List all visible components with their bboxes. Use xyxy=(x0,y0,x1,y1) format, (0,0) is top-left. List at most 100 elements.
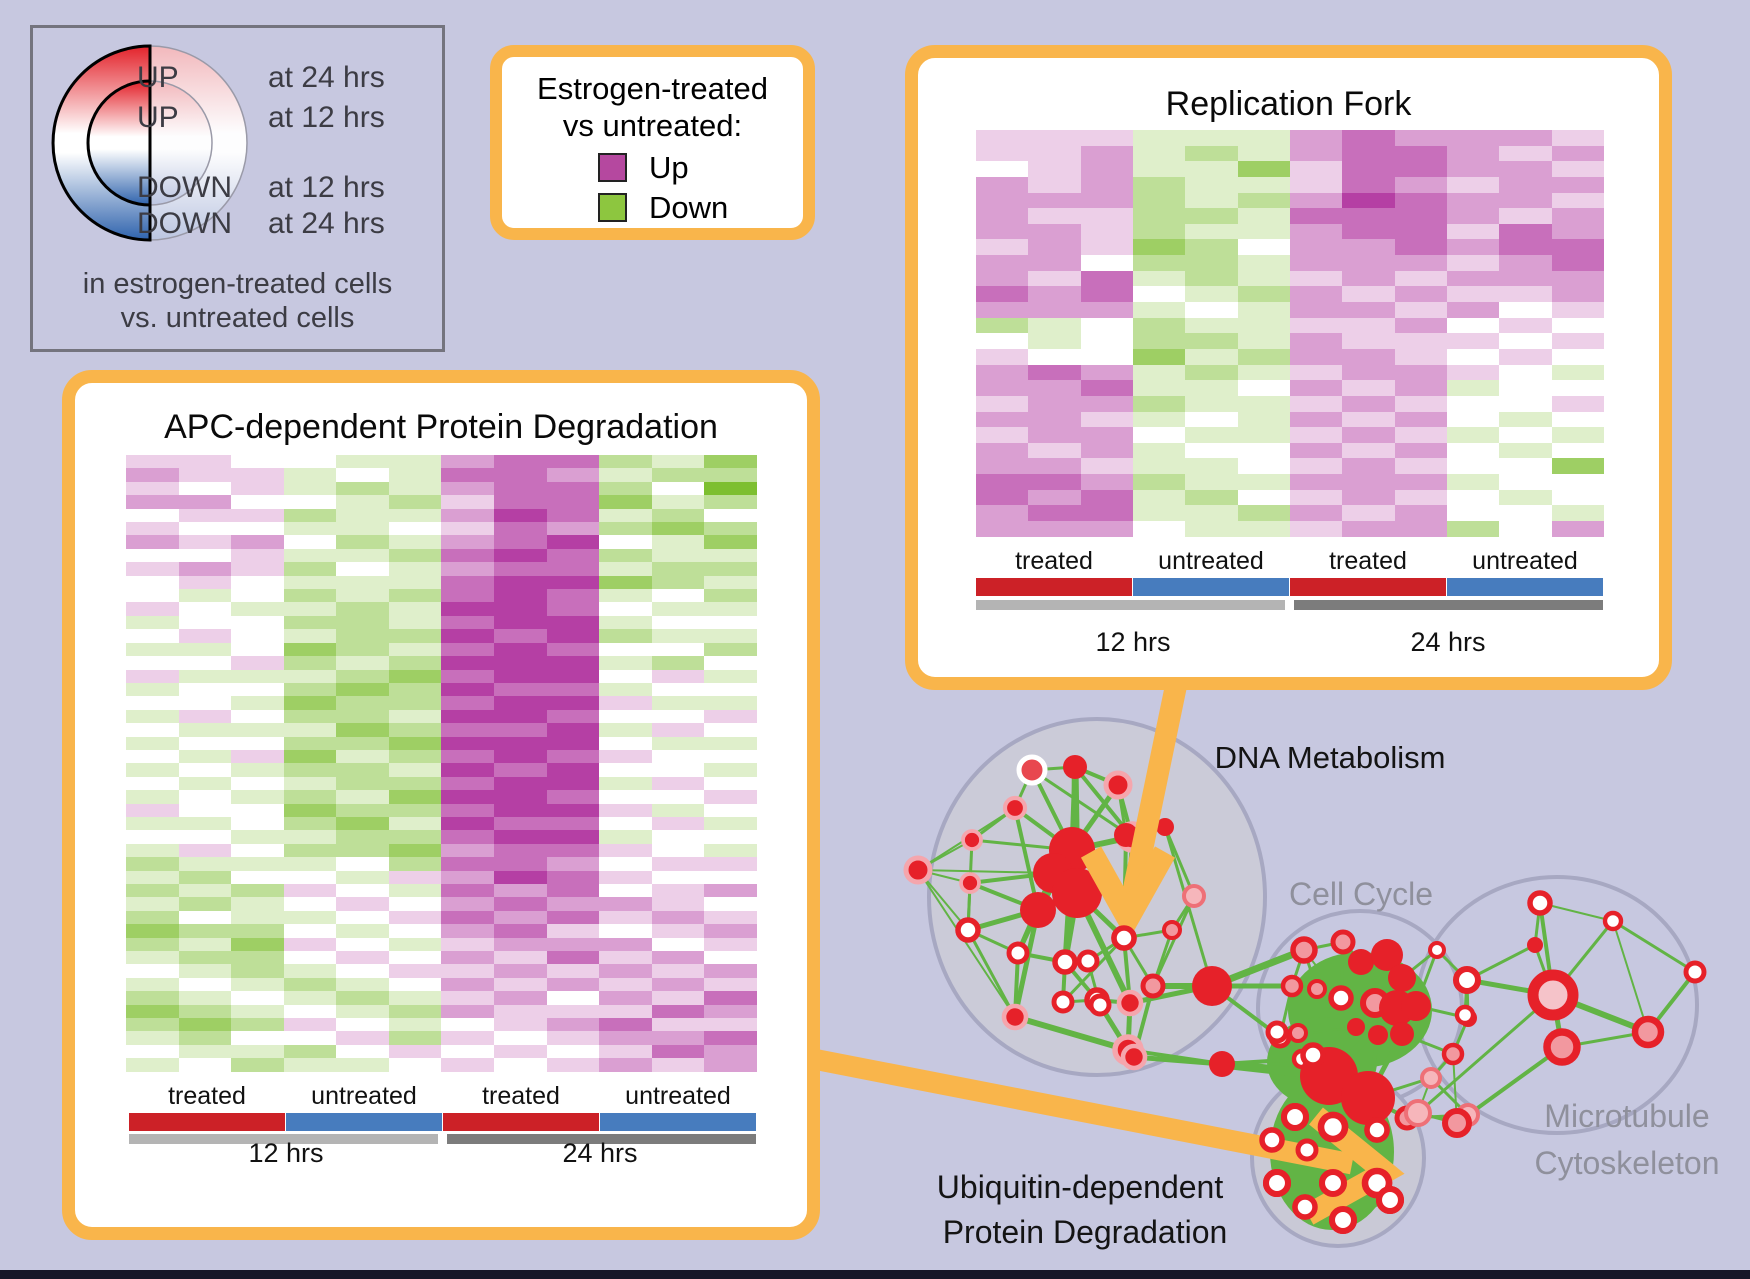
heatmap-cell xyxy=(1551,317,1604,334)
heatmap-row xyxy=(126,937,757,952)
heatmap-cell xyxy=(336,1031,389,1045)
replication-fork-panel: Replication Fork treated untreated treated… xyxy=(905,45,1672,690)
heatmap-cell xyxy=(441,857,495,871)
heatmap-row xyxy=(126,455,757,469)
heatmap-cell xyxy=(1289,161,1343,177)
gene-node-w xyxy=(1052,949,1078,975)
gene-node-s xyxy=(1020,892,1056,928)
heatmap-cell xyxy=(1185,255,1238,271)
network-label: Protein Degradation xyxy=(943,1214,1228,1250)
heatmap-cell xyxy=(1289,145,1343,162)
time-label-24hrs: 24 hrs xyxy=(1410,627,1486,657)
treated-bar-segment xyxy=(976,578,1132,596)
heatmap-cell xyxy=(388,977,442,992)
heatmap-cell xyxy=(1446,521,1500,537)
heatmap-cell xyxy=(1237,458,1290,475)
heatmap-cell xyxy=(494,1044,547,1059)
heatmap-cell xyxy=(126,1058,179,1072)
heatmap-cell xyxy=(599,937,652,952)
heatmap-cell xyxy=(704,508,757,523)
heatmap-cell xyxy=(1499,161,1552,177)
heatmap-cell xyxy=(494,589,547,603)
heatmap-cell xyxy=(231,790,284,804)
treated-bar-segment xyxy=(443,1113,599,1131)
heatmap-cell xyxy=(1551,505,1604,522)
heatmap-cell xyxy=(336,575,389,590)
heatmap-row xyxy=(126,736,757,750)
heatmap-cell xyxy=(178,763,232,777)
time-bar-12hrs xyxy=(976,600,1285,610)
heatmap-cell xyxy=(1394,380,1447,396)
heatmap-cell xyxy=(283,816,337,831)
gene-node-w xyxy=(1051,990,1075,1014)
heatmap-cell xyxy=(388,870,442,884)
gene-node-w xyxy=(1452,965,1482,995)
heatmap-cell xyxy=(388,884,442,898)
heatmap-cell xyxy=(1237,302,1290,318)
gene-node-rp xyxy=(903,855,933,885)
heatmap-cell xyxy=(388,642,442,657)
heatmap-cell xyxy=(388,535,442,549)
heatmap-cell xyxy=(1080,176,1133,193)
network-edge xyxy=(1014,1014,1129,1053)
heatmap-cell xyxy=(1342,176,1395,193)
gene-node-w xyxy=(1300,1042,1326,1068)
time-label-24hrs: 24 hrs xyxy=(562,1138,638,1168)
heatmap-row xyxy=(976,255,1604,271)
heatmap-cell xyxy=(1551,192,1604,209)
heatmap-cell xyxy=(1028,489,1081,506)
heatmap-row xyxy=(976,442,1604,459)
gene-node-s xyxy=(1052,868,1102,918)
heatmap-cell xyxy=(178,897,232,911)
heatmap-cell xyxy=(283,749,337,764)
heatmap-cell xyxy=(1237,176,1290,193)
heatmap-cell xyxy=(441,776,495,791)
heatmap-cell xyxy=(178,937,232,952)
heatmap-cell xyxy=(1132,192,1186,209)
heatmap-cell xyxy=(651,736,705,750)
heatmap-cell xyxy=(1394,223,1447,240)
heatmap-cell xyxy=(336,656,389,670)
heatmap-cell xyxy=(704,629,757,643)
heatmap-cell xyxy=(494,1018,547,1032)
heatmap-cell xyxy=(1080,302,1133,318)
heatmap-cell xyxy=(704,736,757,750)
gene-node-s xyxy=(1114,823,1138,847)
heatmap-cell xyxy=(1132,302,1186,318)
heatmap-cell xyxy=(1551,223,1604,240)
heatmap-cell xyxy=(388,468,442,482)
heatmap-cell xyxy=(976,286,1029,303)
heatmap-cell xyxy=(704,1004,757,1019)
heatmap-cell xyxy=(599,709,652,724)
heatmap-cell xyxy=(494,763,547,777)
heatmap-cell xyxy=(494,642,547,657)
heatmap-cell xyxy=(441,562,495,576)
heatmap-cell xyxy=(126,709,179,724)
heatmap-cell xyxy=(1551,145,1604,162)
heatmap-cell xyxy=(231,455,284,469)
heatmap-cell xyxy=(651,669,705,683)
heatmap-cell xyxy=(1499,239,1552,256)
heatmap-cell xyxy=(441,803,495,817)
heatmap-cell xyxy=(651,696,705,710)
heatmap-row xyxy=(976,145,1604,162)
network-edge xyxy=(1151,895,1196,987)
heatmap-cell xyxy=(1394,427,1447,443)
heatmap-cell xyxy=(178,696,232,710)
heatmap-cell xyxy=(1237,270,1290,287)
heatmap-cell xyxy=(599,924,652,938)
heatmap-cell xyxy=(283,1018,337,1032)
heatmap-cell xyxy=(1028,270,1081,287)
heatmap-cell xyxy=(283,562,337,576)
heatmap-cell xyxy=(976,458,1029,475)
heatmap-cell xyxy=(976,239,1029,256)
heatmap-cell xyxy=(231,481,284,496)
heatmap-cell xyxy=(1028,223,1081,240)
heatmap-cell xyxy=(178,964,232,978)
heatmap-cell xyxy=(388,1018,442,1032)
heatmap-cell xyxy=(178,884,232,898)
heatmap-row xyxy=(126,562,757,576)
heatmap-cell xyxy=(1289,286,1343,303)
heatmap-cell xyxy=(231,884,284,898)
heatmap-cell xyxy=(1499,317,1552,334)
